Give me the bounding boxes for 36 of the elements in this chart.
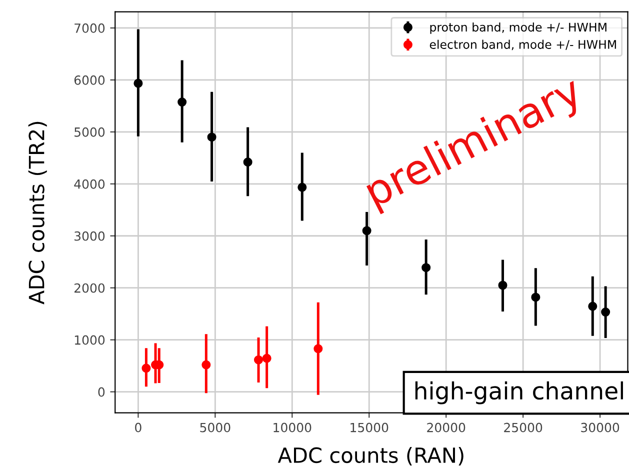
y-tick-label: 6000: [74, 75, 105, 85]
y-axis-title: ADC counts (TR2): [28, 122, 47, 304]
x-tick-label: 30000: [581, 422, 620, 432]
point: [588, 302, 598, 311]
point: [262, 354, 272, 363]
point: [362, 226, 372, 236]
y-tick-label: 3000: [74, 231, 105, 241]
point: [202, 360, 211, 370]
y-tick-label: 7000: [74, 23, 105, 33]
point: [207, 132, 216, 142]
annotation: high-gain channel: [415, 381, 623, 404]
x-tick-label: 25000: [504, 422, 542, 432]
point: [134, 78, 143, 88]
y-tick-label: 4000: [74, 179, 105, 189]
y-tick-label: 0: [98, 387, 105, 397]
legend-label: proton band, mode +/- HWHM: [430, 22, 606, 34]
point: [531, 292, 540, 302]
point: [422, 263, 431, 272]
point: [142, 364, 151, 373]
x-tick-label: 0: [135, 422, 142, 432]
point: [314, 344, 323, 354]
y-tick-label: 2000: [74, 283, 105, 293]
point: [498, 280, 508, 290]
y-tick-label: 5000: [74, 127, 105, 137]
point: [243, 158, 252, 167]
x-tick-label: 5000: [200, 422, 230, 432]
x-tick-label: 15000: [350, 422, 388, 432]
point: [254, 355, 264, 364]
point: [298, 182, 307, 192]
x-tick-label: 20000: [427, 422, 466, 432]
legend-label: electron band, mode +/- HWHM: [430, 40, 616, 50]
x-tick-label: 10000: [274, 422, 312, 432]
y-tick-label: 1000: [74, 335, 105, 345]
point: [178, 98, 187, 107]
x-axis-title: ADC counts (RAN): [278, 446, 464, 466]
point: [601, 308, 610, 317]
